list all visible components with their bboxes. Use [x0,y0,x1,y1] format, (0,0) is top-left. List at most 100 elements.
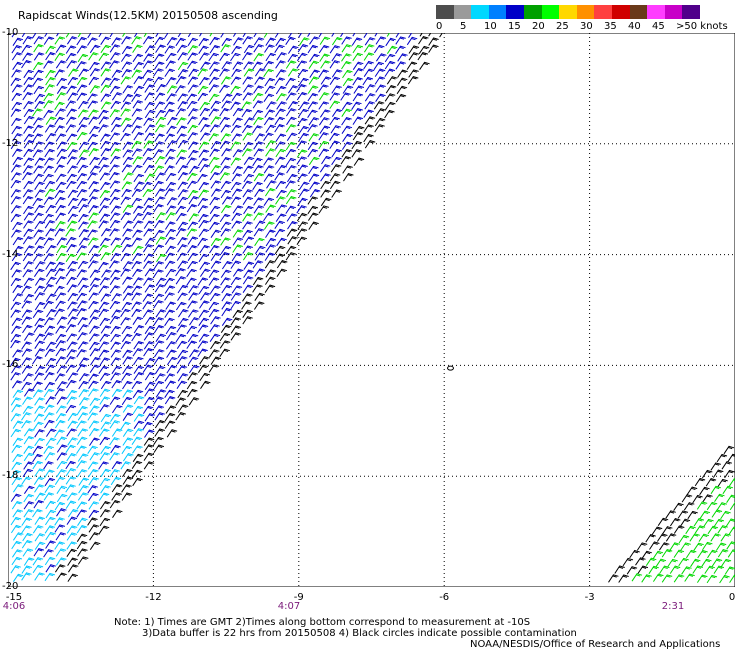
wind-barb [200,292,211,301]
wind-barb [177,309,189,318]
legend-label: 25 [556,21,569,32]
wind-barb [375,53,387,62]
wind-barb [33,85,45,95]
wind-barb [76,445,87,454]
wind-barb [54,373,66,382]
wind-barb [56,508,67,517]
wind-barb [308,60,320,69]
wind-barb [717,478,728,488]
wind-barb [144,284,156,293]
wind-barb [232,309,243,318]
wind-barb [187,236,199,245]
wind-barb [199,101,210,111]
wind-barb [395,61,406,70]
wind-barb [320,76,332,85]
wind-barb [363,109,374,118]
wind-barb [298,77,309,87]
wind-barb [66,36,78,45]
wind-barb [232,33,237,37]
wind-barb [144,45,156,54]
wind-barb [219,340,231,349]
wind-barb [55,92,67,101]
wind-barb [34,261,46,270]
wind-barb [109,396,121,405]
wind-barb [65,100,76,109]
wind-barb [12,236,24,246]
wind-barb [66,85,77,94]
wind-barb [142,77,154,87]
wind-barb [131,125,142,134]
wind-barb [197,237,208,247]
wind-barb [220,324,232,333]
wind-barb [187,33,192,38]
wind-barb [166,37,178,46]
wind-barb [153,325,165,334]
wind-barb [67,189,79,198]
wind-barb [34,516,45,525]
wind-barb [210,165,221,174]
wind-barb [43,388,55,398]
wind-barb [329,140,340,149]
wind-barb [131,380,143,390]
wind-barb [395,93,407,103]
wind-barb [43,109,54,119]
wind-barb [22,52,33,61]
legend-swatch [647,5,665,19]
wind-barb [353,85,365,94]
wind-barb [99,277,111,286]
wind-barb [175,205,187,214]
wind-barb [45,531,56,541]
wind-barb [209,124,221,133]
wind-barb [122,453,134,462]
wind-barb [66,220,78,229]
wind-barb [132,445,143,454]
wind-barb [296,149,308,158]
wind-barb [56,452,68,461]
wind-barb [32,309,44,318]
wind-barb [673,574,685,583]
wind-barb [66,389,78,399]
wind-barb [10,140,22,150]
wind-barb [187,116,198,125]
wind-barb [98,116,110,125]
wind-barb [188,108,199,117]
wind-barb [55,300,66,309]
wind-barb [66,244,77,253]
wind-barb [716,453,728,463]
wind-barb [286,173,298,183]
wind-barb [297,117,308,127]
wind-barb [165,172,177,182]
wind-barb [220,133,232,142]
wind-barb [199,300,210,309]
wind-barb [88,477,99,486]
wind-barb [221,301,232,310]
wind-barb [177,93,188,102]
wind-barb [77,492,89,501]
wind-barb [142,364,154,373]
wind-barb [78,357,90,366]
wind-barb [320,173,331,182]
wind-barb [99,404,110,413]
wind-barb [54,261,65,271]
wind-barb [98,461,109,470]
wind-barb [21,357,32,366]
wind-barb [710,533,721,542]
wind-barb [187,333,199,343]
wind-barb [680,542,691,551]
wind-barb [76,420,87,429]
wind-barb [110,444,121,454]
wind-barb [120,212,132,221]
wind-barb [34,220,46,230]
wind-barb [275,37,286,47]
wind-barb [252,276,264,286]
wind-barb [221,307,232,317]
wind-barb [21,517,32,526]
wind-barb [221,148,232,157]
wind-barb [78,68,89,77]
wind-barb [99,388,111,397]
wind-barb [683,502,695,511]
wind-barb [120,236,132,246]
wind-barb [44,220,56,229]
wind-barb [55,181,67,191]
wind-barb [252,61,263,70]
